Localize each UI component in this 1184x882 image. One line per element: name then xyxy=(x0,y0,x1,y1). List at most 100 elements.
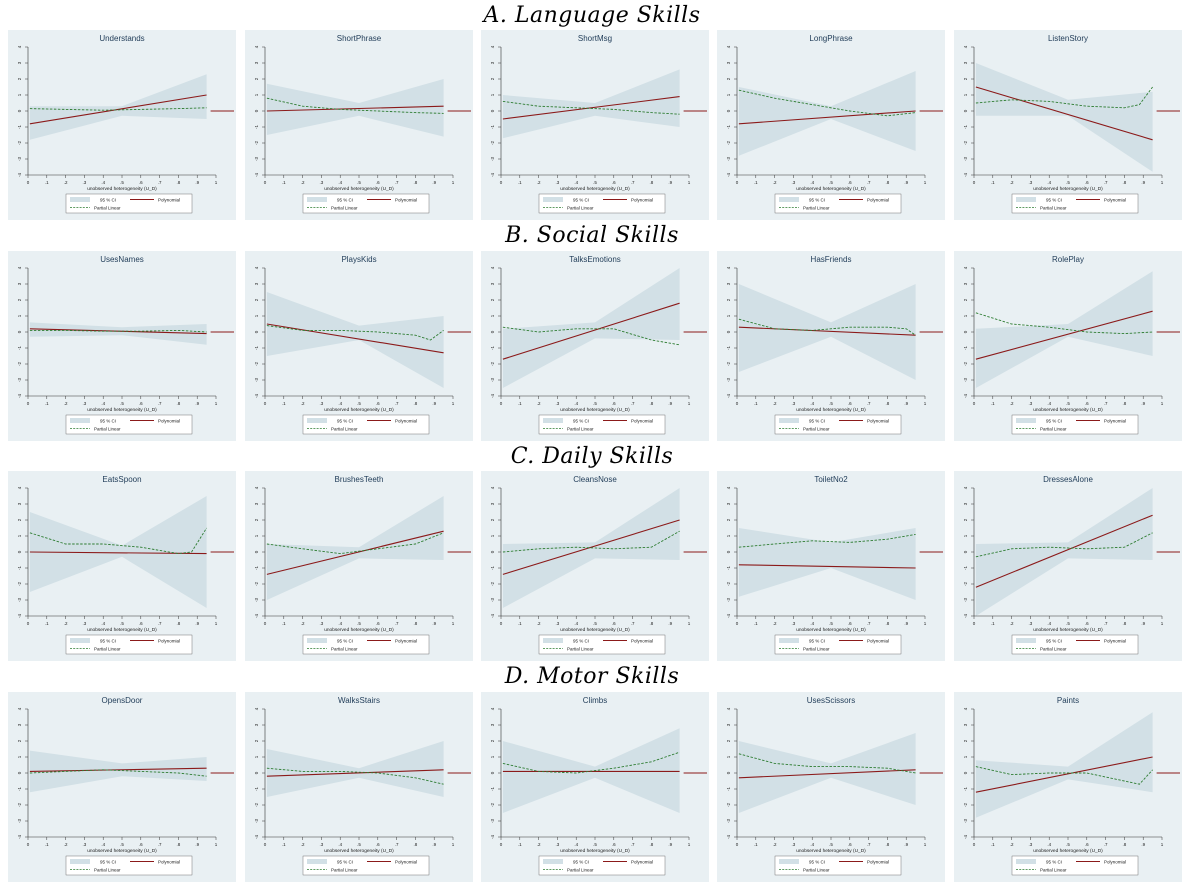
legend-box xyxy=(774,634,902,655)
y-tick-label: 0 xyxy=(490,330,495,333)
chart-dressesalone: DressesAlone -4 -3 -2 -1 0 1 2 3 4 0 .1 .2 .3 .4 .5 .6 .7… xyxy=(954,471,1182,661)
x-tick-label: .3 xyxy=(556,180,560,185)
y-tick-label: -4 xyxy=(963,173,968,177)
y-tick-label: 2 xyxy=(490,77,495,80)
x-tick-label: .3 xyxy=(320,621,324,626)
y-tick-label: -4 xyxy=(726,835,731,839)
y-tick-label: 1 xyxy=(254,93,259,96)
partial-linear-line xyxy=(29,527,207,555)
x-tick-label: .3 xyxy=(320,842,324,847)
x-tick-label: .6 xyxy=(139,180,143,185)
legend-partial-label: Partial Linear xyxy=(1040,868,1067,873)
x-tick-label: .8 xyxy=(650,401,654,406)
x-tick-label: .1 xyxy=(754,401,758,406)
polynomial-line xyxy=(975,86,1153,141)
ci-band xyxy=(502,268,680,388)
x-tick-label: .8 xyxy=(414,621,418,626)
partial-linear-line xyxy=(738,89,916,117)
x-axis-label: unobserved heterogeneity (U_D) xyxy=(324,407,394,413)
y-tick-label: 1 xyxy=(17,93,22,96)
x-tick-label: .1 xyxy=(991,401,995,406)
x-tick-label: 0 xyxy=(264,621,267,626)
ci-band xyxy=(975,271,1153,388)
y-tick-label: 0 xyxy=(726,109,731,112)
x-axis-label: unobserved heterogeneity (U_D) xyxy=(1033,848,1103,854)
y-tick-label: -3 xyxy=(963,819,968,823)
x-tick-label: .9 xyxy=(668,842,672,847)
x-tick-label: 0 xyxy=(736,842,739,847)
y-tick-label: -2 xyxy=(963,141,968,145)
y-tick-label: -4 xyxy=(17,173,22,177)
x-tick-label: .5 xyxy=(357,842,361,847)
x-tick-label: 0 xyxy=(264,180,267,185)
legend-ci-swatch xyxy=(70,638,90,643)
x-axis-label: unobserved heterogeneity (U_D) xyxy=(1033,627,1103,633)
chart-background xyxy=(8,251,236,441)
x-tick-label: 0 xyxy=(736,180,739,185)
x-tick-label: .3 xyxy=(1029,401,1033,406)
x-tick-label: .3 xyxy=(792,180,796,185)
x-tick-label: .1 xyxy=(518,842,522,847)
ci-band xyxy=(502,728,680,813)
x-tick-label: .4 xyxy=(574,401,578,406)
x-tick-label: 0 xyxy=(973,842,976,847)
y-tick-label: 2 xyxy=(963,739,968,742)
x-tick-label: .6 xyxy=(612,180,616,185)
y-tick-label: 4 xyxy=(963,266,968,269)
y-tick-label: 1 xyxy=(726,93,731,96)
legend-partial-label: Partial Linear xyxy=(331,206,358,211)
legend-ci-label: 95 % CI xyxy=(100,860,116,865)
chart-title: OpensDoor xyxy=(102,696,143,705)
x-axis-label: unobserved heterogeneity (U_D) xyxy=(796,627,866,633)
chart-title: WalksStairs xyxy=(338,696,380,705)
legend-ci-label: 95 % CI xyxy=(809,419,825,424)
y-tick-label: 0 xyxy=(254,330,259,333)
x-tick-label: .9 xyxy=(904,621,908,626)
x-tick-label: .1 xyxy=(754,842,758,847)
x-tick-label: 0 xyxy=(27,401,30,406)
y-tick-label: 1 xyxy=(726,755,731,758)
x-tick-label: .1 xyxy=(991,842,995,847)
chart-usesscissors: UsesScissors -4 -3 -2 -1 0 1 2 3 4 0 .1 .2 .3 .4 .5 .6 .7… xyxy=(717,692,945,882)
x-tick-label: .7 xyxy=(395,180,399,185)
x-tick-label: .5 xyxy=(120,180,124,185)
y-tick-label: 1 xyxy=(254,534,259,537)
y-tick-label: 0 xyxy=(963,109,968,112)
legend-partial-label: Partial Linear xyxy=(567,427,594,432)
y-tick-label: -1 xyxy=(254,346,259,350)
chart-title: Climbs xyxy=(583,696,607,705)
y-tick-label: -2 xyxy=(726,582,731,586)
chart-playskids: PlaysKids -4 -3 -2 -1 0 1 2 3 4 0 .1 .2 .3 .4 .5 .6 .7 .8.… xyxy=(245,251,473,441)
x-tick-label: 1 xyxy=(215,842,218,847)
y-tick-label: 3 xyxy=(17,282,22,285)
legend-box xyxy=(538,634,666,655)
x-tick-label: .8 xyxy=(177,180,181,185)
y-tick-label: 4 xyxy=(17,707,22,710)
legend-box xyxy=(1011,414,1139,435)
y-tick-label: 4 xyxy=(254,486,259,489)
x-tick-label: .2 xyxy=(773,401,777,406)
chart-title: UsesNames xyxy=(100,255,144,264)
x-tick-label: .3 xyxy=(83,621,87,626)
x-tick-label: .2 xyxy=(301,842,305,847)
x-tick-label: .4 xyxy=(574,180,578,185)
polynomial-line xyxy=(975,756,1153,793)
chart-listenstory: ListenStory -4 -3 -2 -1 0 1 2 3 4 0 .1 .2 .3 .4 .5 .6 .7.… xyxy=(954,30,1182,220)
x-tick-label: .2 xyxy=(64,180,68,185)
y-tick-label: 1 xyxy=(17,534,22,537)
y-tick-label: 4 xyxy=(17,486,22,489)
legend-partial-label: Partial Linear xyxy=(94,868,121,873)
legend-box xyxy=(1011,634,1139,655)
polynomial-line xyxy=(502,519,680,575)
x-tick-label: .3 xyxy=(792,621,796,626)
x-tick-label: .2 xyxy=(301,180,305,185)
y-tick-label: -3 xyxy=(490,598,495,602)
x-tick-label: .9 xyxy=(432,180,436,185)
x-tick-label: 1 xyxy=(1161,401,1164,406)
x-tick-label: .6 xyxy=(848,401,852,406)
x-tick-label: .5 xyxy=(829,401,833,406)
x-tick-label: .9 xyxy=(1141,842,1145,847)
x-tick-label: .9 xyxy=(904,401,908,406)
polynomial-line xyxy=(738,110,916,125)
legend-ci-swatch xyxy=(779,197,799,202)
